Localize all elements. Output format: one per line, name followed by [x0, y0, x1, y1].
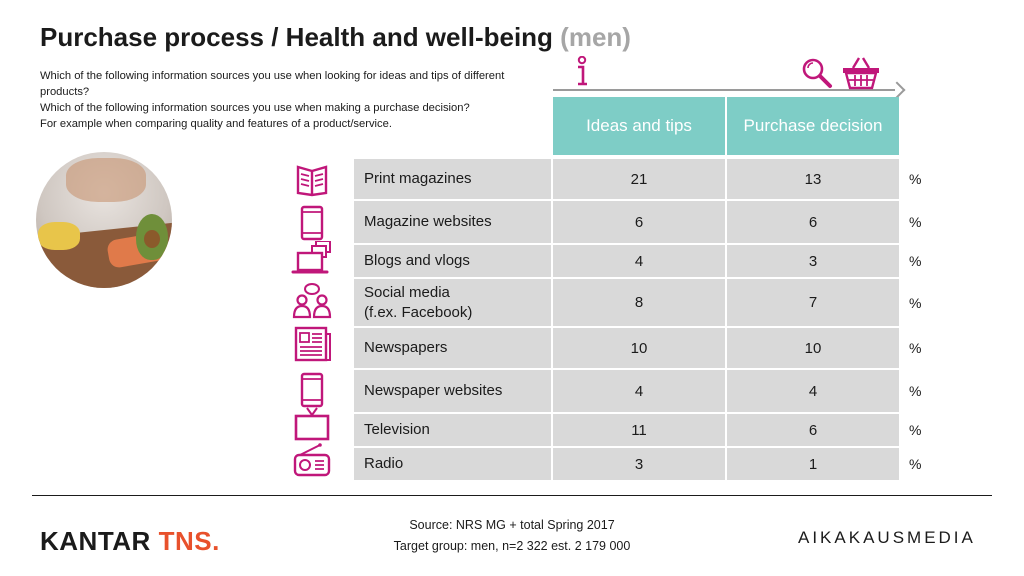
- table-row-blogs-vlogs: Blogs and vlogs 4 3 %: [0, 241, 1024, 277]
- table-row-magazine-websites: Magazine websites 6 6 %: [0, 201, 1024, 243]
- aikakausmedia-logo: AIKAKAUSMEDIA: [798, 528, 976, 547]
- table-row-print-magazines: Print magazines 21 13 %: [0, 159, 1024, 199]
- process-arrow: [553, 56, 906, 99]
- value-ideas: 4: [553, 245, 725, 277]
- value-decision: 7: [727, 279, 899, 326]
- tv-icon: [294, 407, 330, 441]
- book-icon: [296, 165, 328, 197]
- question-example: For example when comparing quality and f…: [40, 118, 392, 130]
- row-label-line2: (f.ex. Facebook): [364, 303, 473, 321]
- page-title-main: Purchase process / Health and well-being: [40, 22, 553, 52]
- value-decision: 1: [727, 448, 899, 480]
- laptop-icon: [291, 241, 331, 274]
- source-note: Source: NRS MG + total Spring 2017: [409, 518, 615, 532]
- row-label: Blogs and vlogs: [354, 245, 551, 277]
- value-ideas: 4: [553, 370, 725, 412]
- row-label-line1: Social media: [364, 283, 450, 301]
- value-ideas: 3: [553, 448, 725, 480]
- question-decision: Which of the following information sourc…: [40, 102, 470, 114]
- value-ideas: 11: [553, 414, 725, 446]
- table-row-newspapers: Newspapers 10 10 %: [0, 326, 1024, 368]
- page-title-suffix: (men): [560, 22, 631, 52]
- value-decision: 10: [727, 328, 899, 368]
- row-label: Social media (f.ex. Facebook): [354, 279, 551, 326]
- radio-icon: [293, 443, 331, 477]
- food-photo: [36, 152, 172, 288]
- table-row-social-media: Social media (f.ex. Facebook) 8 7 %: [0, 279, 1024, 326]
- value-decision: 6: [727, 414, 899, 446]
- tablet-icon: [300, 372, 324, 408]
- question-ideas: Which of the following information sourc…: [40, 70, 505, 98]
- percent-unit: %: [909, 171, 922, 187]
- value-decision: 3: [727, 245, 899, 277]
- value-decision: 6: [727, 201, 899, 243]
- percent-unit: %: [909, 456, 922, 472]
- column-header-ideas: Ideas and tips: [553, 97, 725, 155]
- percent-unit: %: [909, 253, 922, 269]
- footer-divider: [32, 495, 992, 496]
- value-ideas: 21: [553, 159, 725, 199]
- value-decision: 4: [727, 370, 899, 412]
- tns-logo-text: TNS.: [158, 526, 220, 556]
- percent-unit: %: [909, 214, 922, 230]
- table-row-newspaper-websites: Newspaper websites 4 4 %: [0, 370, 1024, 412]
- row-label: Radio: [354, 448, 551, 480]
- kantar-tns-logo: KANTAR TNS.: [40, 526, 220, 557]
- magnifier-icon: [802, 58, 832, 88]
- value-ideas: 6: [553, 201, 725, 243]
- row-label: Magazine websites: [354, 201, 551, 243]
- value-decision: 13: [727, 159, 899, 199]
- column-header-decision: Purchase decision: [727, 97, 899, 155]
- newspaper-icon: [294, 326, 331, 362]
- value-ideas: 10: [553, 328, 725, 368]
- row-label: Print magazines: [354, 159, 551, 199]
- info-icon: [577, 56, 587, 86]
- target-group-note: Target group: men, n=2 322 est. 2 179 00…: [393, 539, 631, 553]
- percent-unit: %: [909, 422, 922, 438]
- survey-questions: Which of the following information sourc…: [40, 68, 510, 132]
- tablet-icon: [300, 205, 324, 241]
- row-label: Newspaper websites: [354, 370, 551, 412]
- value-ideas: 8: [553, 279, 725, 326]
- table-row-radio: Radio 3 1 %: [0, 443, 1024, 480]
- kantar-logo-text: KANTAR: [40, 526, 151, 556]
- percent-unit: %: [909, 294, 922, 311]
- percent-unit: %: [909, 383, 922, 399]
- table-row-television: Television 11 6 %: [0, 407, 1024, 446]
- percent-unit: %: [909, 340, 922, 356]
- row-label: Newspapers: [354, 328, 551, 368]
- page-title: Purchase process / Health and well-being…: [40, 22, 631, 53]
- row-label: Television: [354, 414, 551, 446]
- people-icon: [292, 283, 332, 319]
- shopping-basket-icon: [843, 57, 879, 90]
